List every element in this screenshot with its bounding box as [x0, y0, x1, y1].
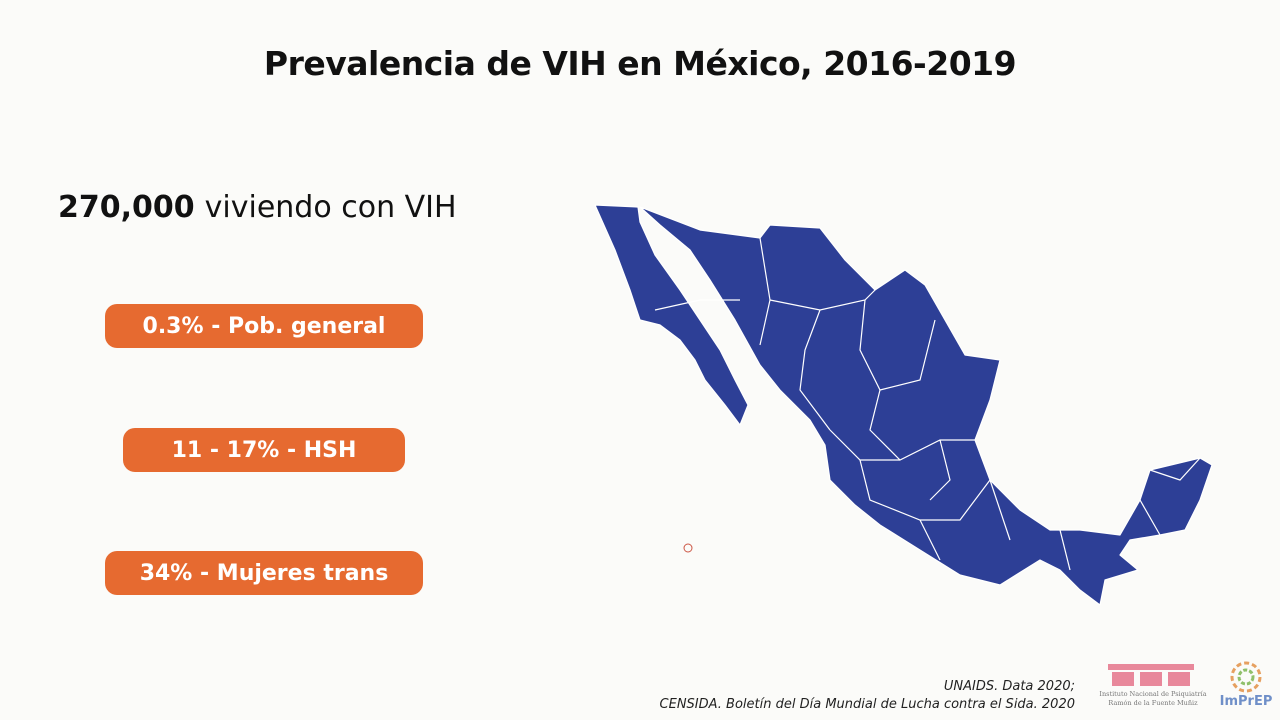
state-borders: [654, 237, 1201, 571]
baja-california: [594, 204, 749, 426]
island: [683, 543, 693, 553]
stat-pill: 34% - Mujeres trans: [105, 551, 423, 595]
stat-pill: 0.3% - Pob. general: [105, 304, 423, 348]
slide-title: Prevalencia de VIH en México, 2016-2019: [263, 44, 1017, 83]
headline-number: 270,000: [58, 190, 195, 225]
sources: UNAIDS. Data 2020; CENSIDA. Boletín del …: [660, 678, 1075, 714]
headline: 270,000 viviendo con VIH: [58, 190, 457, 225]
institute-line: Ramón de la Fuente Muñiz: [1108, 699, 1198, 707]
mexico-map: [594, 204, 1213, 606]
institute-name: Instituto Nacional de Psiquiatría Ramón …: [1086, 660, 1220, 708]
headline-text: viviendo con VIH: [204, 190, 457, 225]
source-line: UNAIDS. Data 2020;: [943, 679, 1075, 694]
imprep-logo: [1230, 661, 1262, 693]
institute-logo: [1108, 664, 1194, 686]
source-line: CENSIDA. Boletín del Día Mundial de Luch…: [659, 697, 1075, 712]
imprep-name: ImPrEP: [1219, 694, 1273, 709]
mainland: [639, 206, 1213, 606]
institute-line: Instituto Nacional de Psiquiatría: [1099, 690, 1207, 698]
stat-pill: 11 - 17% - HSH: [123, 428, 405, 472]
